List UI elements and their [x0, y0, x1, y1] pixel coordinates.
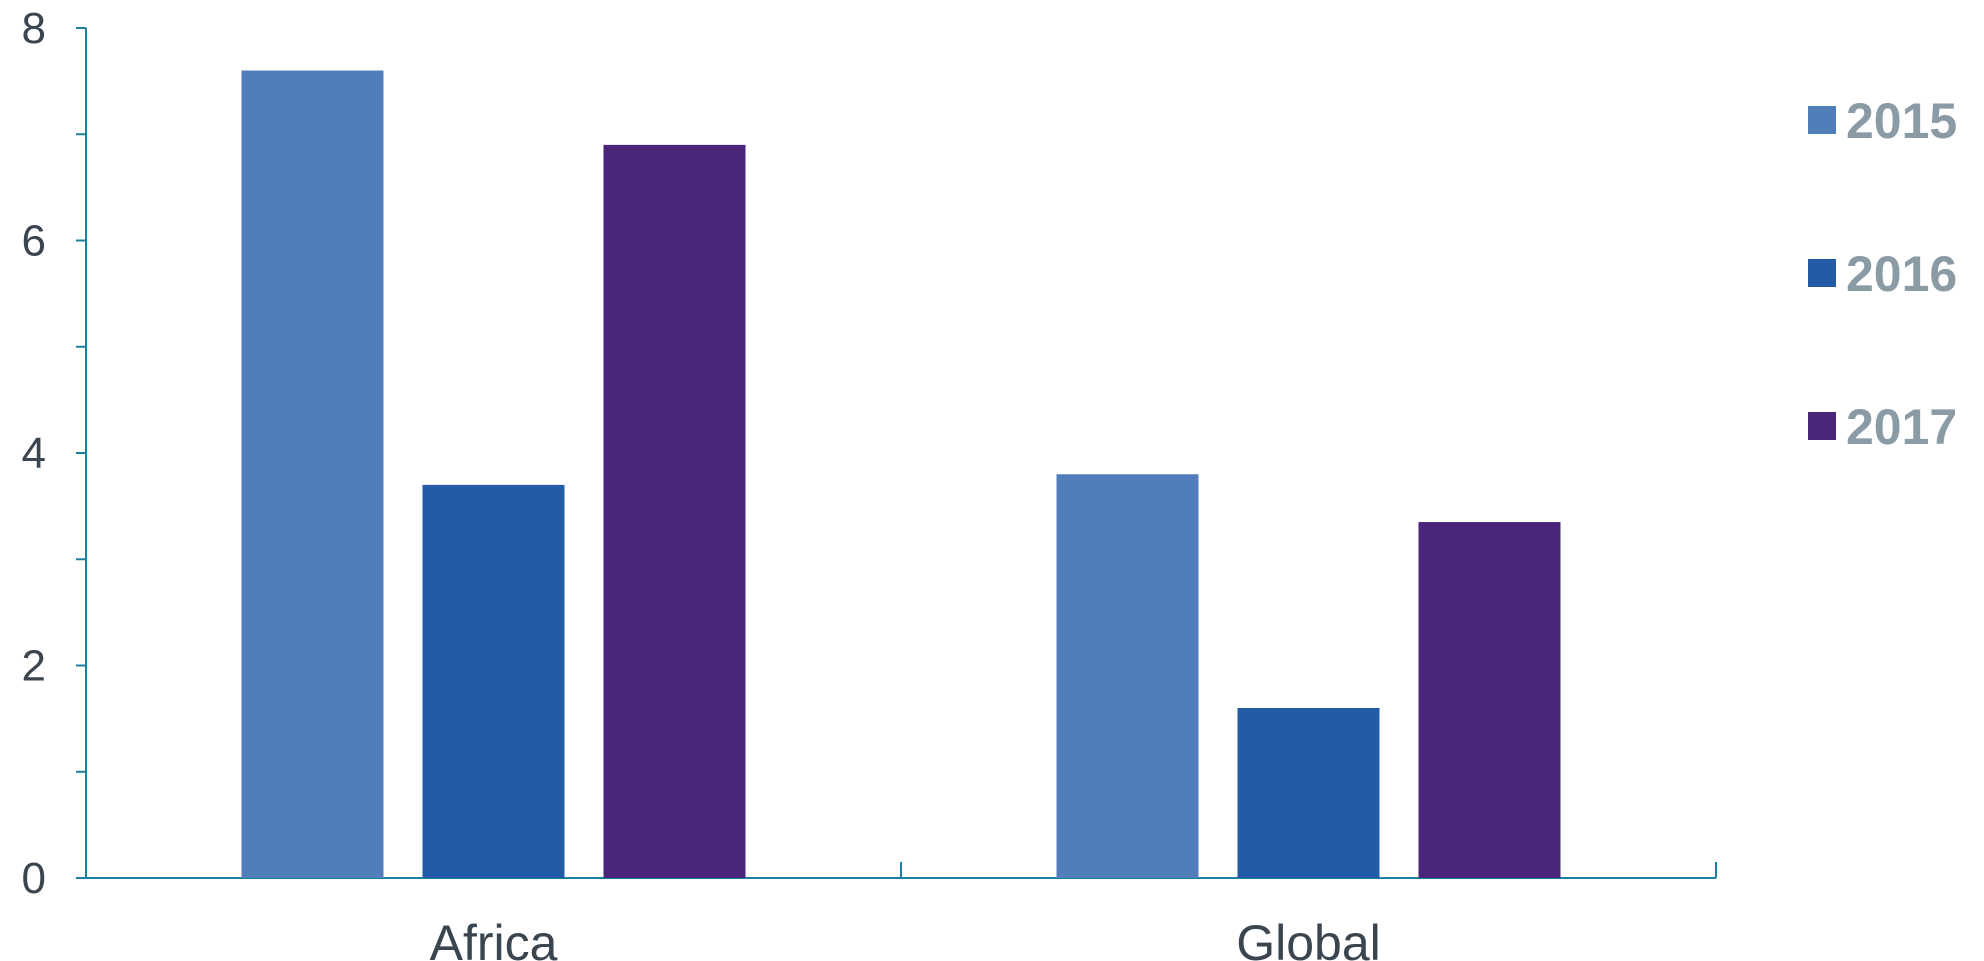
bars: [241, 70, 1561, 878]
y-tick-label: 4: [22, 429, 46, 478]
bar-africa-2017: [603, 144, 746, 878]
x-category-label: Africa: [430, 915, 558, 961]
axis-labels: 0 2 4 6 8 Africa Global: [22, 4, 1381, 961]
bar-global-2017: [1418, 522, 1561, 878]
y-tick-label: 2: [22, 642, 46, 691]
legend-swatch-2016: [1808, 259, 1836, 287]
y-tick-label: 8: [22, 4, 46, 53]
legend-swatch-2017: [1808, 412, 1836, 440]
legend-swatch-2015: [1808, 106, 1836, 134]
legend-label-2016: 2016: [1846, 246, 1957, 302]
legend: 2015 2016 2017: [1808, 93, 1957, 455]
y-tick-label: 6: [22, 217, 46, 266]
bar-africa-2016: [422, 484, 565, 878]
x-category-label: Global: [1236, 915, 1381, 961]
legend-label-2015: 2015: [1846, 93, 1957, 149]
bar-africa-2015: [241, 70, 384, 878]
legend-label-2017: 2017: [1846, 399, 1957, 455]
y-tick-label: 0: [22, 854, 46, 903]
bar-global-2016: [1237, 708, 1380, 878]
bar-global-2015: [1056, 474, 1199, 878]
